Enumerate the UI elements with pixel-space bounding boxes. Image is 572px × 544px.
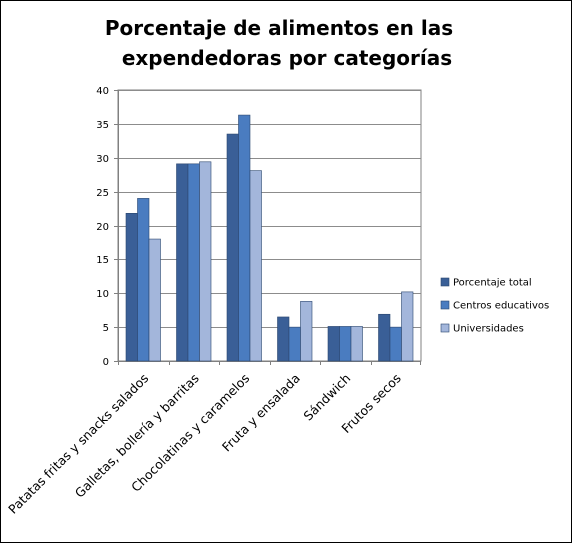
bar <box>238 114 251 362</box>
bar <box>288 326 301 362</box>
category-label: Sándwich <box>300 371 353 424</box>
bar <box>378 313 391 362</box>
bar <box>226 133 239 362</box>
legend-label: Universidades <box>453 324 524 335</box>
bar <box>300 301 313 362</box>
bar <box>339 326 352 362</box>
y-tick-label: 30 <box>96 154 109 165</box>
bar <box>199 161 212 362</box>
bar <box>350 326 363 362</box>
bar <box>137 198 150 362</box>
legend-label: Centros educativos <box>453 301 549 312</box>
bar <box>125 213 138 362</box>
legend-label: Porcentaje total <box>453 278 532 289</box>
bar <box>327 326 340 362</box>
y-tick-label: 40 <box>96 86 109 97</box>
legend-swatch <box>440 323 450 333</box>
y-tick-label: 25 <box>96 188 109 199</box>
bar <box>277 316 290 362</box>
legend-swatch <box>440 300 450 310</box>
bar <box>187 163 200 362</box>
y-tick-label: 5 <box>103 323 109 334</box>
chart-title-line-2: expendedoras por categorías <box>122 46 452 70</box>
y-tick-label: 20 <box>96 222 109 233</box>
bar <box>389 326 402 362</box>
legend: Porcentaje total Centros educativos Univer… <box>440 277 549 335</box>
bar <box>176 163 189 362</box>
legend-swatch <box>440 277 450 287</box>
y-tick-label: 0 <box>103 357 109 368</box>
y-tick-label: 35 <box>96 120 109 131</box>
bar <box>148 238 161 362</box>
plot-background <box>117 89 422 362</box>
y-tick-label: 15 <box>96 255 109 266</box>
bar <box>249 170 262 362</box>
chart-title-line-1: Porcentaje de alimentos en las <box>105 16 453 40</box>
y-tick-label: 10 <box>96 289 109 300</box>
bar <box>401 291 414 362</box>
